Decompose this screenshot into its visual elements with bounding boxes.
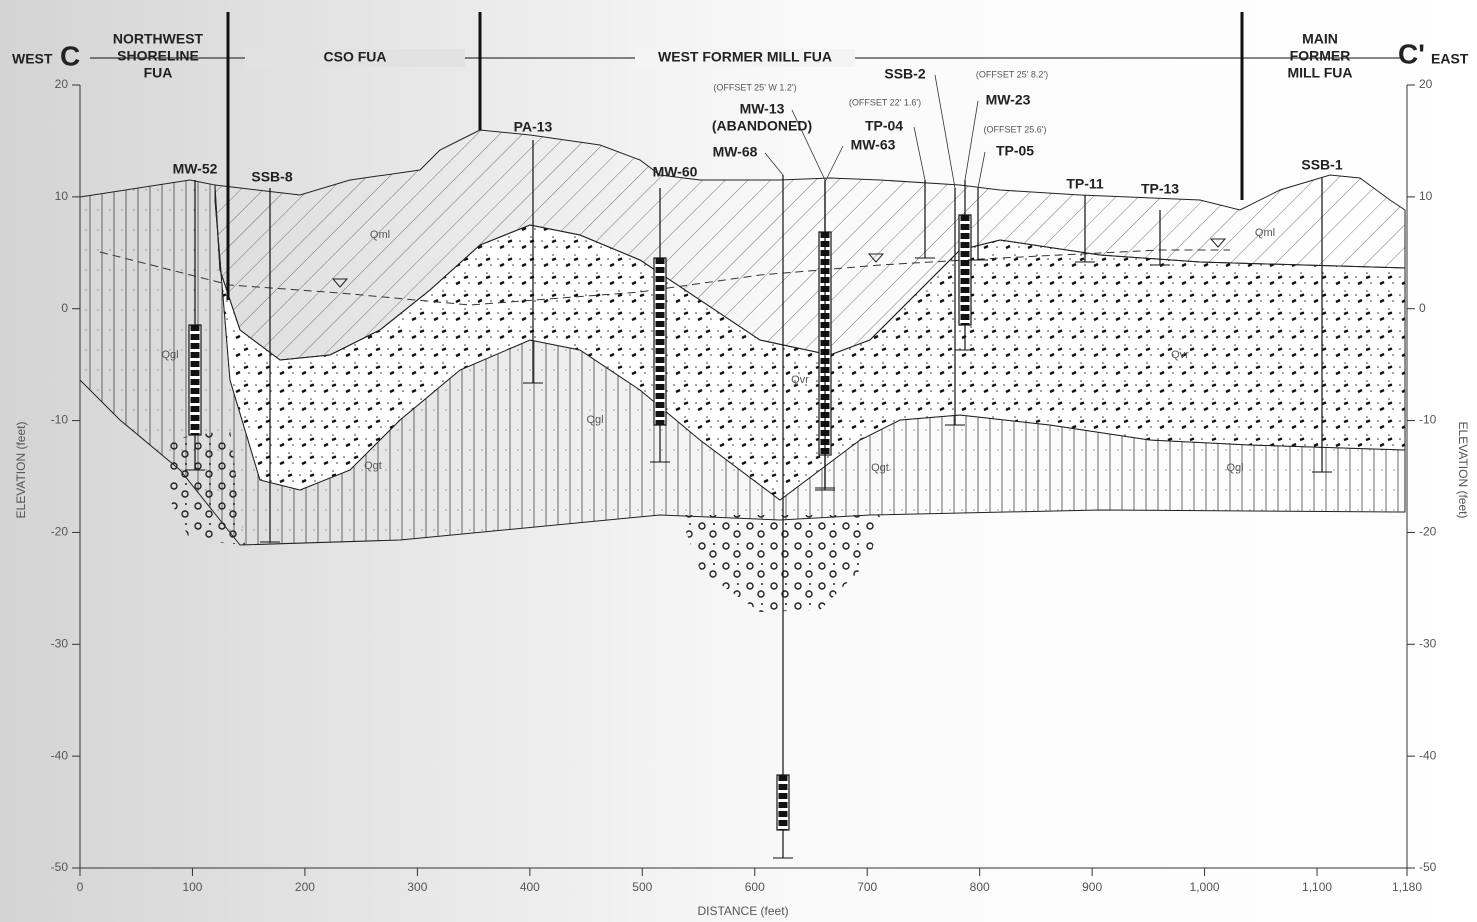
zone-label: MAIN [1302, 31, 1338, 47]
direction-label: EAST [1431, 51, 1469, 67]
offset-note: (OFFSET 25' 8.2') [976, 69, 1048, 79]
leader [913, 126, 926, 181]
offset-note: (OFFSET 25.6') [983, 124, 1046, 134]
x-tick-label: 800 [970, 880, 990, 894]
offset-note: (OFFSET 22' 1.6') [849, 97, 921, 107]
boring-label: TP-13 [1141, 181, 1179, 197]
water-table [99, 249, 1230, 306]
zone-label: MILL FUA [1287, 65, 1352, 81]
leader [934, 74, 956, 189]
x-tick-label: 1,100 [1302, 880, 1332, 894]
plot-frame [79, 85, 1408, 869]
boring-label: MW-68 [713, 144, 758, 160]
boring-label: SSB-2 [884, 66, 925, 82]
water-level-symbol [1209, 238, 1227, 248]
leader [977, 151, 986, 189]
unit-label: Qvr [791, 374, 809, 386]
zone-label: SHORELINE [117, 48, 199, 64]
zone-label: FORMER [1290, 48, 1351, 64]
y-tick-label: 20 [55, 77, 69, 91]
leader [824, 145, 844, 183]
boring-label: MW-60 [653, 164, 698, 180]
y-tick-label: -40 [1419, 748, 1437, 762]
x-tick-label: 600 [745, 880, 765, 894]
x-tick-label: 900 [1082, 880, 1102, 894]
zone-label: WEST FORMER MILL FUA [658, 49, 832, 65]
y-axis-label: ELEVATION (feet) [1456, 422, 1470, 519]
boring-label: MW-23 [986, 92, 1031, 108]
unit-label: Qml [1255, 227, 1275, 239]
boring-label: MW-63 [851, 137, 896, 153]
section-letter: C' [1398, 38, 1425, 69]
direction-label: WEST [12, 51, 53, 67]
y-tick-label: -10 [1419, 413, 1437, 427]
zone-label: CSO FUA [324, 49, 387, 65]
water-level-symbol [331, 278, 349, 288]
boring-label: TP-11 [1066, 176, 1104, 192]
y-tick-label: 0 [61, 301, 68, 315]
x-tick-label: 100 [182, 880, 202, 894]
boring-label: SSB-1 [1301, 157, 1342, 173]
section-letter: C [60, 40, 80, 71]
x-tick-label: 200 [295, 880, 315, 894]
x-axis-label: DISTANCE (feet) [697, 904, 788, 918]
x-tick-label: 0 [77, 880, 84, 894]
y-tick-label: 10 [55, 189, 69, 203]
water-level-symbol [867, 253, 885, 263]
unit-label: Qgl [161, 349, 178, 361]
x-tick-label: 500 [632, 880, 652, 894]
unit-label: Qvr [1171, 349, 1189, 361]
y-tick-label: 20 [1419, 77, 1433, 91]
leader [791, 109, 826, 181]
zone-label: FUA [144, 65, 173, 81]
y-tick-label: -20 [1419, 525, 1437, 539]
y-tick-label: -50 [51, 860, 69, 874]
x-tick-label: 1,180 [1392, 880, 1422, 894]
x-tick-label: 300 [407, 880, 427, 894]
unit-label: Qgt [364, 460, 382, 472]
offset-note: (OFFSET 25' W 1.2') [713, 82, 796, 92]
unit-label: Qgl [586, 414, 603, 426]
y-tick-label: 0 [1419, 301, 1426, 315]
x-tick-label: 400 [520, 880, 540, 894]
y-tick-label: -50 [1419, 860, 1437, 874]
geology [79, 129, 1406, 612]
pocket-west [165, 430, 245, 545]
y-tick-label: 10 [1419, 189, 1433, 203]
fill-layer [214, 129, 1406, 361]
boring-label: (ABANDONED) [712, 118, 812, 134]
boring-label: MW-52 [173, 161, 218, 177]
y-tick-label: -10 [51, 413, 69, 427]
pocket-center [680, 515, 880, 612]
y-tick-label: -30 [51, 636, 69, 650]
boring-label: SSB-8 [251, 169, 292, 185]
boring-label: PA-13 [514, 119, 553, 135]
unit-label: Qgl [1226, 462, 1243, 474]
y-tick-label: -20 [51, 525, 69, 539]
zone-label: NORTHWEST [113, 31, 204, 47]
unit-label: Qgt [871, 462, 889, 474]
label-bg [635, 49, 855, 67]
leader [964, 100, 979, 181]
label-bg [245, 49, 465, 67]
boring-label: TP-04 [865, 118, 903, 134]
y-axis-label: ELEVATION (feet) [14, 422, 28, 519]
unit-label: Qml [370, 229, 390, 241]
y-tick-label: -40 [51, 748, 69, 762]
x-tick-label: 1,000 [1190, 880, 1220, 894]
boring-label: MW-13 [740, 101, 785, 117]
boring-label: TP-05 [996, 143, 1034, 159]
leader [764, 152, 784, 176]
x-tick-label: 700 [857, 880, 877, 894]
y-tick-label: -30 [1419, 636, 1437, 650]
